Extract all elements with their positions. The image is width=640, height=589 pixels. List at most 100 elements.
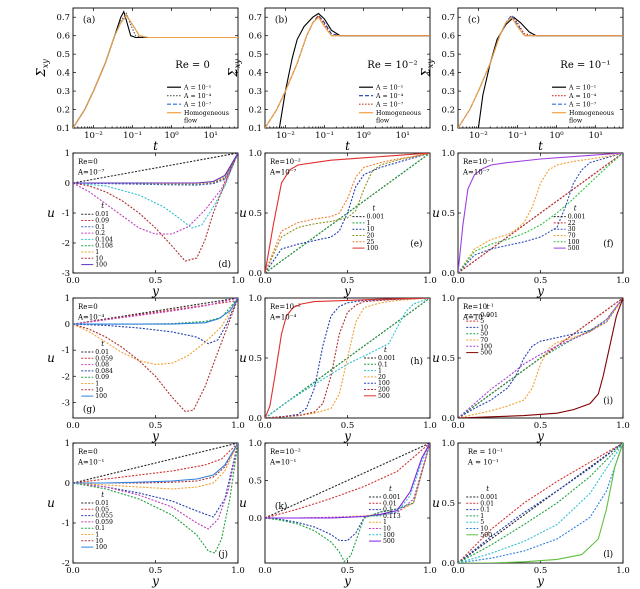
y-axis-label: Σxy bbox=[226, 59, 242, 78]
y-axis-symbol: Σ bbox=[226, 68, 240, 78]
y-tick-label: 1 bbox=[65, 439, 70, 449]
series-line-h bbox=[265, 298, 430, 418]
panel-i: 0.0 0.5 1.0 0.0 0.5 1.0 y u (i) Re=10⁻¹ A=10⁻⁴ t0.0… bbox=[432, 294, 630, 443]
x-tick-label: 10⁻² bbox=[84, 131, 103, 141]
plot-frame bbox=[72, 152, 239, 274]
y-tick-label: 1.0 bbox=[248, 439, 262, 449]
legend-label: 0.001 bbox=[383, 494, 401, 501]
panel-e: 0.0 0.5 1.0 0.0 0.5 1.0 y u (e) Re=10⁻² A=10⁻⁷ t0.0… bbox=[239, 149, 437, 298]
legend-label: 0.01 bbox=[95, 211, 109, 218]
series-line-l bbox=[458, 443, 623, 563]
x-axis-label: y bbox=[536, 284, 544, 298]
series-group bbox=[458, 443, 623, 563]
legend-label: Homogeneous bbox=[569, 110, 614, 117]
panel-annotation: Re = 0 bbox=[175, 60, 210, 71]
series-line-e bbox=[265, 153, 430, 273]
panel-a: 10⁻² 10⁻¹ 10⁰ 10¹ 0.1 0.2 0.3 0.4 0.5 0.6 0.7 t Σxy (… bbox=[34, 7, 239, 153]
series-line-d bbox=[73, 153, 238, 184]
legend-label: 20 bbox=[378, 374, 386, 381]
y-axis-label: u bbox=[47, 351, 55, 365]
legend-label: 0.108 bbox=[95, 243, 113, 250]
y-tick-label: -3 bbox=[62, 398, 70, 408]
legend-label: 0.2 bbox=[95, 230, 105, 237]
legend-label: 100 bbox=[383, 532, 395, 539]
x-tick-label: 0.0 bbox=[66, 566, 80, 576]
y-tick-label: 0.0 bbox=[248, 414, 262, 424]
x-tick-label: 0.0 bbox=[258, 566, 272, 576]
legend-label: 5 bbox=[480, 318, 484, 325]
x-tick-label: 10⁻² bbox=[276, 131, 295, 141]
legend-label: 0.09 bbox=[95, 218, 109, 225]
legend-label: A = 10⁻¹ bbox=[375, 84, 403, 91]
legend-label: 100 bbox=[568, 239, 580, 246]
legend-label: 0.08 bbox=[95, 362, 109, 369]
legend-label: 20 bbox=[366, 233, 374, 240]
x-tick-label: 1.0 bbox=[616, 421, 630, 431]
legend-label: 100 bbox=[95, 544, 107, 551]
x-tick-label: 0.5 bbox=[341, 276, 355, 286]
legend-label: 100 bbox=[366, 245, 378, 252]
panel-tag: (d) bbox=[218, 259, 231, 270]
series-line-j bbox=[73, 443, 238, 484]
legend-label: 10 bbox=[95, 387, 103, 394]
legend-label: 22 bbox=[568, 220, 576, 227]
series-line-e bbox=[265, 153, 430, 273]
panel-annotation: A=10⁻⁷ bbox=[462, 169, 490, 177]
series-line-i bbox=[458, 298, 623, 418]
legend-label: 500 bbox=[378, 393, 390, 400]
legend-label: A = 10⁻⁷ bbox=[183, 101, 212, 108]
series-line-j bbox=[73, 443, 238, 490]
y-tick-label: 0.4 bbox=[56, 69, 70, 79]
legend-label: 0.1 bbox=[378, 361, 388, 368]
y-tick-label: 0 bbox=[65, 479, 70, 489]
y-tick-label: 0.0 bbox=[248, 269, 262, 279]
panel-annotation: Re=0 bbox=[78, 158, 98, 166]
y-tick-label: 0.1 bbox=[441, 124, 455, 134]
plot-frame bbox=[457, 7, 624, 129]
x-axis-label: y bbox=[343, 284, 351, 298]
series-line-e bbox=[265, 153, 430, 273]
series-line-e bbox=[265, 153, 430, 273]
y-tick-label: 0.2 bbox=[56, 106, 70, 116]
series-line-i bbox=[458, 298, 623, 418]
series-group bbox=[73, 298, 238, 413]
y-tick-label: 1.0 bbox=[441, 439, 455, 449]
legend-label: 0.055 bbox=[95, 513, 113, 520]
panel-tag: (c) bbox=[468, 14, 480, 25]
x-tick-label: 10⁰ bbox=[356, 131, 371, 141]
legend-title: t bbox=[486, 485, 489, 493]
y-tick-label: 0.5 bbox=[441, 354, 455, 364]
legend-title: t bbox=[101, 340, 104, 348]
x-tick-label: 1.0 bbox=[423, 566, 437, 576]
legend-label: 0.059 bbox=[95, 355, 113, 362]
series-line-l bbox=[458, 443, 623, 563]
x-tick-label: 0.0 bbox=[258, 276, 272, 286]
y-tick-label: 0.6 bbox=[248, 32, 262, 42]
legend-label: flow bbox=[569, 117, 583, 124]
legend-label: 10 bbox=[95, 255, 103, 262]
plot-frame bbox=[72, 7, 239, 129]
series-line-f bbox=[458, 153, 623, 273]
y-axis-symbol: Σ bbox=[34, 68, 48, 78]
legend-title: t bbox=[486, 303, 489, 311]
legend-label: 0.001 bbox=[568, 214, 586, 221]
y-tick-label: -1 bbox=[62, 346, 70, 356]
x-tick-label: 1.0 bbox=[231, 566, 245, 576]
series-line-d bbox=[73, 153, 238, 262]
y-tick-label: 0.7 bbox=[56, 13, 70, 23]
x-axis-label: y bbox=[151, 429, 159, 443]
y-tick-label: 1 bbox=[65, 294, 70, 304]
legend-label: 10 bbox=[480, 324, 488, 331]
legend-label: 0.113 bbox=[383, 513, 401, 520]
plot-frame bbox=[72, 297, 239, 419]
plot-frame bbox=[264, 7, 431, 129]
panel-annotation: Re = 10⁻¹ bbox=[560, 60, 610, 71]
y-tick-label: 0.3 bbox=[248, 87, 262, 97]
x-tick-label: 0.0 bbox=[66, 276, 80, 286]
legend-label: 0.001 bbox=[378, 355, 396, 362]
panel-annotation: A = 10⁻¹ bbox=[467, 459, 499, 467]
panel-d: 0.0 0.5 1.0 -3 -2 -1 0 1 y u (d) Re=0 A=10⁻⁷ t0.010.0… bbox=[47, 149, 245, 298]
series-line-h bbox=[265, 298, 430, 418]
y-tick-label: 0.5 bbox=[441, 209, 455, 219]
